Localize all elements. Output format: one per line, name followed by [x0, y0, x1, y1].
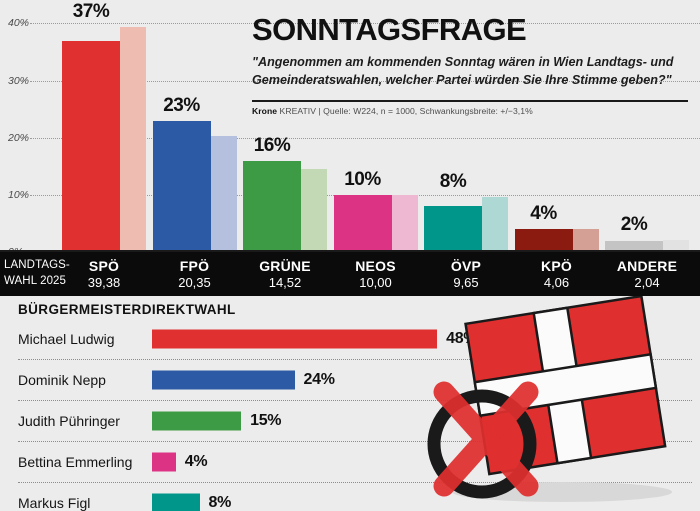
candidate-percent: 8% — [208, 493, 232, 511]
bar-value-label: 8% — [439, 170, 467, 192]
party-result-band: LANDTAGS- WAHL 2025 SPÖ 39,38 FPÖ 20,35 GRÜN… — [0, 252, 700, 296]
bar-value-label: 4% — [530, 202, 557, 224]
bar-poll-neos — [333, 194, 392, 252]
party-name: FPÖ — [179, 258, 210, 275]
candidate-name: Bettina Emmerling — [18, 453, 133, 470]
bar-2025-övp — [482, 196, 508, 252]
source-brand: Krone — [252, 105, 278, 116]
party-2025-result: 14,52 — [268, 274, 302, 290]
party-name: SPÖ — [88, 258, 120, 275]
party-2025-result: 10,00 — [359, 274, 392, 290]
band-cell-spö: SPÖ 39,38 — [62, 252, 146, 296]
bar-value-label: 23% — [163, 94, 200, 116]
candidate-percent: 15% — [250, 411, 282, 429]
bar-2025-kpö — [572, 228, 599, 252]
mayor-candidate-row: Michael Ludwig 48% — [0, 318, 700, 359]
bar-poll-spö — [62, 40, 120, 252]
party-2025-result: 2,04 — [634, 274, 660, 290]
bar-group: 10% — [333, 0, 418, 252]
mayor-candidate-row: Dominik Nepp 24% — [0, 359, 700, 400]
band-legend-line2: WAHL 2025 — [4, 275, 67, 287]
survey-question: "Angenommen am kommenden Sonntag wären i… — [252, 55, 674, 87]
mayor-candidate-row: Judith Pühringer 15% — [0, 400, 700, 441]
bar-group: 16% — [243, 0, 327, 252]
candidate-bar — [152, 329, 438, 348]
source-line: Krone KREATIV | Quelle: W224, n = 1000, … — [252, 106, 688, 116]
bar-value-label: 37% — [72, 0, 110, 22]
band-cell-övp: ÖVP 9,65 — [424, 252, 508, 296]
bar-2025-fpö — [210, 135, 237, 252]
chart-baseline — [0, 250, 700, 252]
bar-group: 23% — [152, 0, 237, 252]
bar-value-label: 10% — [344, 168, 381, 190]
band-cell-fpö: FPÖ 20,35 — [153, 252, 237, 296]
page-title: SONNTAGSFRAGE — [252, 12, 527, 47]
y-axis-tick: 40% — [8, 17, 30, 30]
bar-poll-andere — [605, 240, 663, 252]
party-2025-result: 9,65 — [453, 274, 479, 290]
bar-poll-fpö — [152, 120, 211, 252]
bar-group: 4% — [514, 0, 599, 252]
candidate-name: Michael Ludwig — [18, 330, 115, 347]
source-details: KREATIV | Quelle: W224, n = 1000, Schwan… — [277, 105, 533, 116]
party-name: GRÜNE — [259, 258, 311, 275]
candidate-percent: 48% — [446, 329, 478, 347]
bar-poll-grüne — [243, 160, 301, 252]
bar-value-label: 16% — [253, 134, 291, 156]
divider — [252, 99, 688, 102]
row-separator — [18, 400, 692, 401]
bar-value-label: 2% — [620, 214, 648, 236]
y-axis-tick: 10% — [8, 188, 30, 201]
y-axis-tick: 20% — [8, 131, 30, 144]
y-axis-tick: 30% — [8, 74, 30, 87]
party-name: ÖVP — [450, 258, 482, 275]
band-cell-andere: ANDERE 2,04 — [605, 252, 689, 296]
candidate-name: Judith Pühringer — [18, 412, 120, 429]
party-name: KPÖ — [541, 258, 572, 275]
candidate-percent: 24% — [303, 370, 335, 388]
mayor-section-title: BÜRGERMEISTERDIREKTWAHL — [18, 302, 236, 317]
candidate-percent: 4% — [184, 452, 208, 470]
bar-2025-grüne — [301, 169, 327, 252]
mayor-candidate-row: Bettina Emmerling 4% — [0, 441, 700, 482]
band-cell-kpö: KPÖ 4,06 — [515, 252, 599, 296]
party-name: NEOS — [355, 258, 396, 275]
mayor-candidate-row: Markus Figl 8% — [0, 482, 700, 511]
sonntagsfrage-chart: 0%10%20%30%40% 37%23%16%10%8%4%2% — [0, 0, 700, 258]
gridline — [30, 80, 700, 82]
bar-2025-neos — [391, 194, 418, 252]
band-legend-line1: LANDTAGS- — [4, 259, 70, 272]
header-block: SONNTAGSFRAGE "Angenommen am kommenden S… — [252, 14, 688, 116]
candidate-bar — [152, 370, 295, 389]
candidate-bar — [152, 493, 200, 511]
party-name: ANDERE — [616, 258, 678, 275]
candidate-name: Markus Figl — [18, 494, 91, 511]
bar-poll-övp — [424, 206, 482, 252]
party-2025-result: 4,06 — [543, 274, 570, 290]
row-separator — [18, 441, 692, 442]
bar-group: 8% — [424, 0, 508, 252]
band-legend: LANDTAGS- WAHL 2025 — [4, 252, 92, 296]
candidate-bar — [152, 452, 176, 471]
candidate-name: Dominik Nepp — [18, 371, 106, 388]
gridline — [30, 23, 700, 25]
candidate-bar — [152, 411, 242, 430]
row-separator — [18, 359, 692, 360]
party-2025-result: 39,38 — [87, 274, 121, 290]
band-cell-grüne: GRÜNE 14,52 — [243, 252, 327, 296]
mayor-election-section: BÜRGERMEISTERDIREKTWAHL Michael Ludwig 48… — [0, 296, 700, 511]
bar-poll-kpö — [514, 229, 573, 252]
bar-2025-andere — [663, 240, 689, 252]
bar-group: 2% — [605, 0, 689, 252]
row-separator — [18, 482, 692, 483]
party-2025-result: 20,35 — [178, 274, 211, 290]
bar-group: 37% — [62, 0, 146, 252]
band-cell-neos: NEOS 10,00 — [334, 252, 418, 296]
bar-2025-spö — [120, 26, 146, 252]
gridline — [30, 137, 700, 139]
